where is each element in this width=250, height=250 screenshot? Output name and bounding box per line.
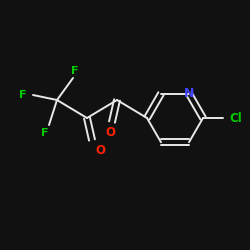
- Text: F: F: [71, 66, 79, 76]
- Text: F: F: [20, 90, 27, 100]
- Text: N: N: [184, 87, 194, 100]
- Text: F: F: [41, 128, 49, 138]
- Text: O: O: [95, 144, 105, 156]
- Text: Cl: Cl: [229, 112, 242, 124]
- Text: O: O: [105, 126, 115, 138]
